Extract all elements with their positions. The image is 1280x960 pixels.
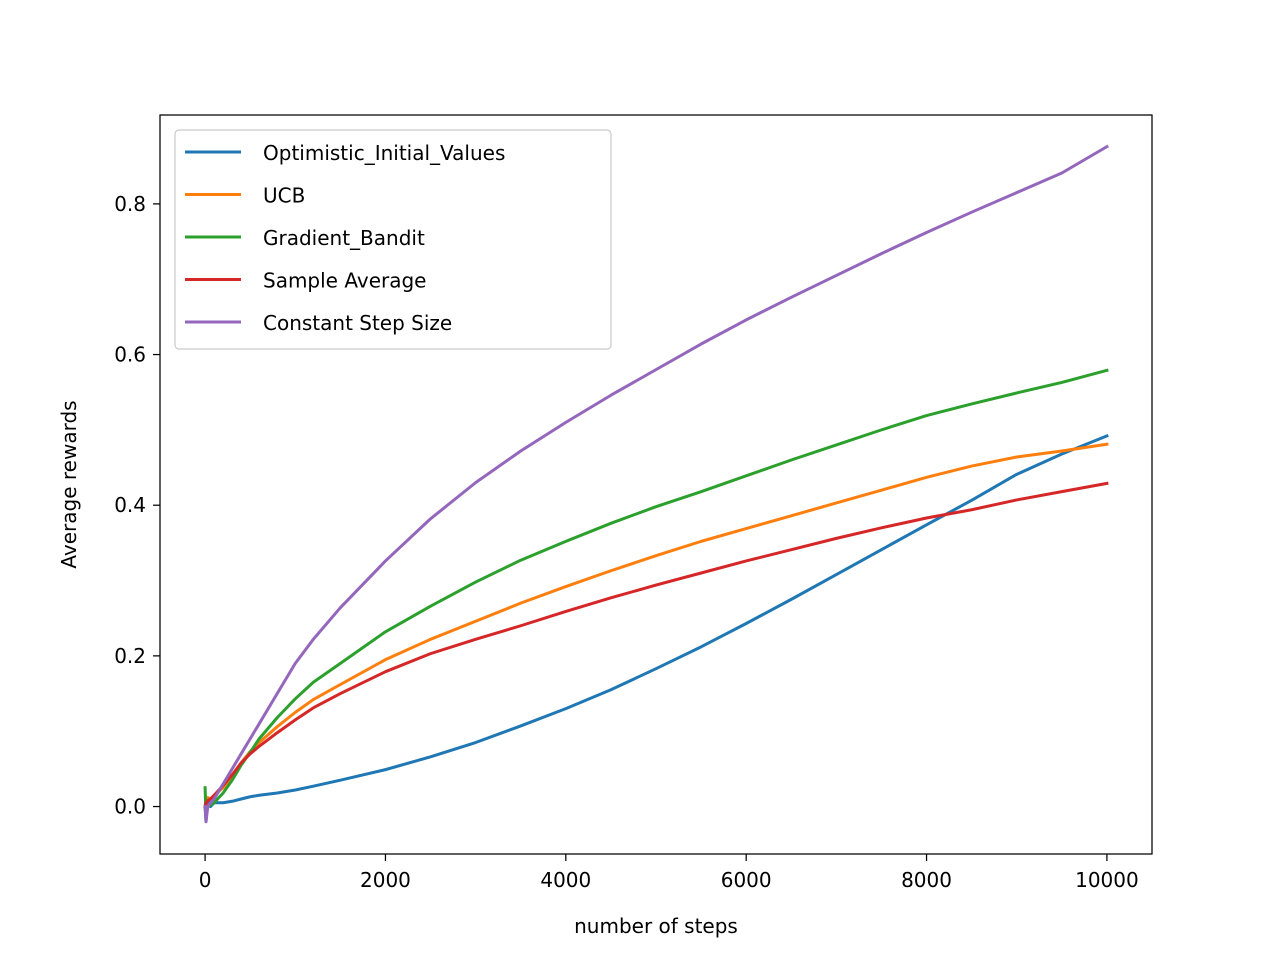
x-axis: 0 2000 4000 6000 8000 10000	[199, 854, 1139, 892]
x-tick-label: 2000	[360, 868, 411, 892]
x-tick-label: 10000	[1075, 868, 1139, 892]
y-tick-label: 0.2	[114, 644, 146, 668]
legend-label: Optimistic_Initial_Values	[263, 141, 505, 165]
legend-box	[174, 129, 612, 350]
x-axis-label: number of steps	[574, 914, 738, 938]
legend-label: Sample Average	[263, 269, 426, 293]
series-line-0	[203, 433, 1109, 824]
legend: Optimistic_Initial_Values UCB Gradient_Ban…	[174, 129, 612, 350]
plot-frame	[159, 114, 1153, 855]
legend-label: UCB	[263, 184, 305, 208]
x-tick-label: 6000	[721, 868, 772, 892]
y-axis-label: Average rewards	[57, 400, 81, 568]
y-tick-label: 0.8	[114, 192, 146, 216]
series-line-4	[203, 144, 1109, 824]
series-line-2	[203, 368, 1109, 816]
plot-lines	[203, 144, 1109, 824]
x-tick-label: 4000	[540, 868, 591, 892]
series-line-1	[203, 442, 1109, 809]
y-axis: 0.0 0.2 0.4 0.6 0.8	[114, 192, 160, 819]
x-tick-label: 0	[199, 868, 212, 892]
y-tick-label: 0.6	[114, 343, 146, 367]
x-tick-label: 8000	[901, 868, 952, 892]
y-tick-label: 0.4	[114, 493, 146, 517]
y-tick-label: 0.0	[114, 795, 146, 819]
legend-label: Gradient_Bandit	[263, 226, 425, 250]
legend-label: Constant Step Size	[263, 311, 452, 335]
